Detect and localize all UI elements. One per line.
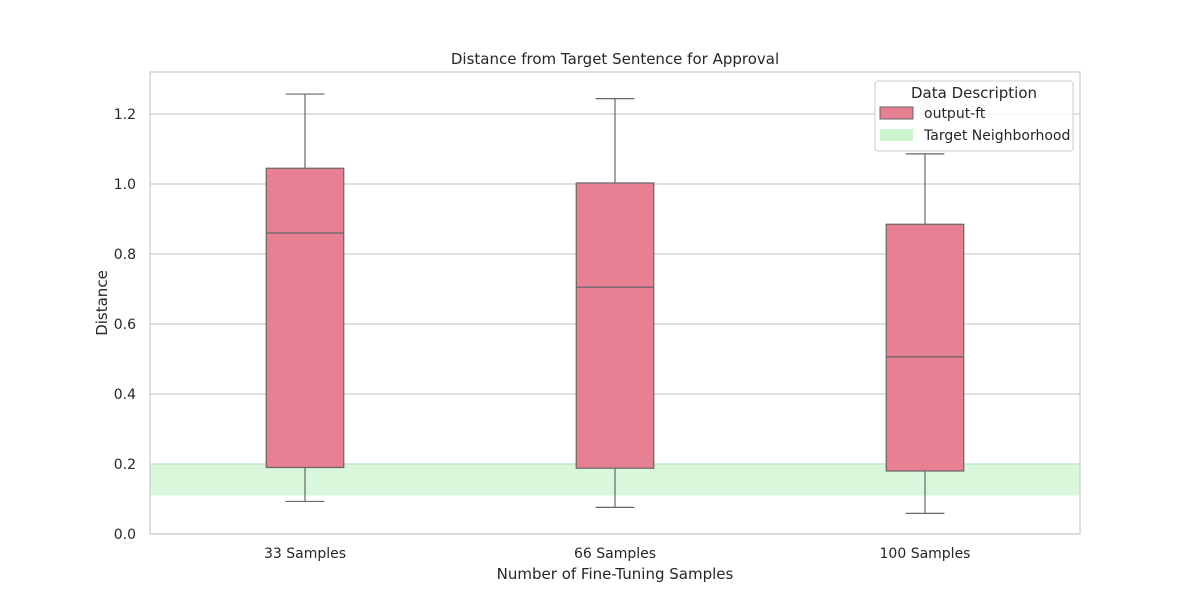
y-tick-label: 0.2 [114,457,136,473]
box-iqr-33-samples [265,167,345,469]
x-axis-label: Number of Fine-Tuning Samples [497,565,734,583]
legend-frame [874,80,1074,152]
y-tick-label: 0.0 [114,527,136,543]
x-tick-label: 66 Samples [574,546,656,562]
legend-title: Data Description [911,84,1037,102]
legend-label-target-neighborhood: Target Neighborhood [923,128,1070,144]
y-tick-label: 0.6 [114,317,136,333]
legend-swatch-target-neighborhood [880,129,913,141]
y-tick-label: 1.0 [114,177,136,193]
legend-swatch-output-ft [879,106,914,120]
chart-title: Distance from Target Sentence for Approv… [451,50,779,68]
plot-frame [149,71,1081,535]
y-tick-label: 1.2 [114,107,136,123]
legend-label-output-ft: output-ft [924,106,986,122]
y-axis-label: Distance [93,270,111,336]
box-iqr-66-samples [575,182,655,469]
boxes-layer [265,93,965,514]
x-tick-label: 33 Samples [264,546,346,562]
y-tick-label: 0.8 [114,247,136,263]
y-tick-label: 0.4 [114,387,136,403]
legend: Data Description output-ft Target Neighb… [874,80,1074,152]
axis-ticks: 0.0 0.2 0.4 0.6 0.8 1.0 1.2 33 Samples 66 Sample… [114,107,971,562]
box-iqr-100-samples [885,223,965,472]
x-tick-label: 100 Samples [880,546,971,562]
